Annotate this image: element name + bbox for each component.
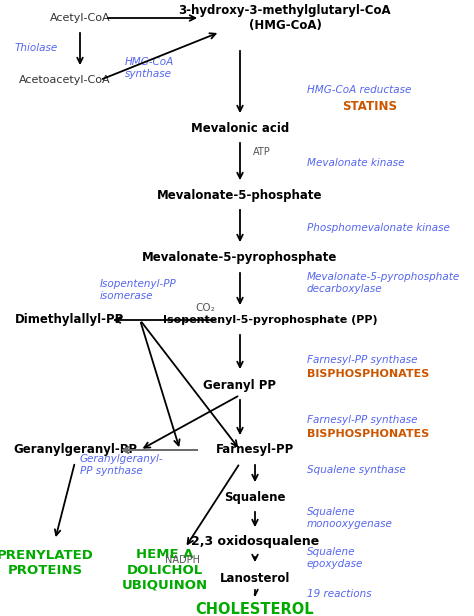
Text: Mevalonate kinase: Mevalonate kinase: [307, 158, 404, 168]
Text: Phosphomevalonate kinase: Phosphomevalonate kinase: [307, 223, 450, 233]
Text: STATINS: STATINS: [342, 100, 397, 113]
Text: Geranyl PP: Geranyl PP: [203, 378, 276, 392]
Text: Mevalonic acid: Mevalonic acid: [191, 121, 289, 134]
Text: Farnesyl-PP: Farnesyl-PP: [216, 444, 294, 456]
Text: Mevalonate-5-pyrophosphate
decarboxylase: Mevalonate-5-pyrophosphate decarboxylase: [307, 272, 460, 294]
Text: HEME A
DOLICHOL
UBIQUINON: HEME A DOLICHOL UBIQUINON: [122, 548, 208, 591]
Text: Isopentenyl-PP
isomerase: Isopentenyl-PP isomerase: [100, 279, 177, 301]
Text: Mevalonate-5-phosphate: Mevalonate-5-phosphate: [157, 188, 323, 201]
Text: ATP: ATP: [253, 147, 271, 157]
Text: Squalene: Squalene: [224, 490, 286, 503]
Text: BISPHOSPHONATES: BISPHOSPHONATES: [307, 369, 429, 379]
Text: 19 reactions: 19 reactions: [307, 589, 372, 599]
Text: BISPHOSPHONATES: BISPHOSPHONATES: [307, 429, 429, 439]
Text: Farnesyl-PP synthase: Farnesyl-PP synthase: [307, 355, 418, 365]
Text: HMG-CoA reductase: HMG-CoA reductase: [307, 85, 411, 95]
Text: Squalene synthase: Squalene synthase: [307, 465, 406, 475]
Text: Dimethylallyl-PP: Dimethylallyl-PP: [15, 314, 125, 326]
Text: CHOLESTEROL: CHOLESTEROL: [196, 602, 314, 616]
Text: Lanosterol: Lanosterol: [220, 572, 290, 585]
Text: Mevalonate-5-pyrophosphate: Mevalonate-5-pyrophosphate: [142, 251, 337, 264]
Text: CO₂: CO₂: [195, 303, 215, 313]
Text: Acetoacetyl-CoA: Acetoacetyl-CoA: [19, 75, 111, 85]
Text: Squalene
monooxygenase: Squalene monooxygenase: [307, 507, 393, 529]
Text: 3-hydroxy-3-methylglutaryl-CoA
(HMG-CoA): 3-hydroxy-3-methylglutaryl-CoA (HMG-CoA): [179, 4, 392, 32]
Text: PRENYLATED
PROTEINS: PRENYLATED PROTEINS: [0, 549, 93, 577]
Text: HMG-CoA
synthase: HMG-CoA synthase: [125, 57, 174, 79]
Text: NADPH: NADPH: [165, 555, 200, 565]
Text: 2,3 oxidosqualene: 2,3 oxidosqualene: [191, 535, 319, 548]
Text: Farnesyl-PP synthase: Farnesyl-PP synthase: [307, 415, 418, 425]
Text: Geranylgeranyl-
PP synthase: Geranylgeranyl- PP synthase: [80, 454, 164, 476]
Text: Acetyl-CoA: Acetyl-CoA: [50, 13, 110, 23]
Text: Thiolase: Thiolase: [15, 43, 58, 53]
Text: Geranylgeranyl-PP: Geranylgeranyl-PP: [13, 444, 137, 456]
Text: Squalene
epoxydase: Squalene epoxydase: [307, 547, 364, 569]
Text: Isopentenyl-5-pyrophosphate (PP): Isopentenyl-5-pyrophosphate (PP): [163, 315, 377, 325]
